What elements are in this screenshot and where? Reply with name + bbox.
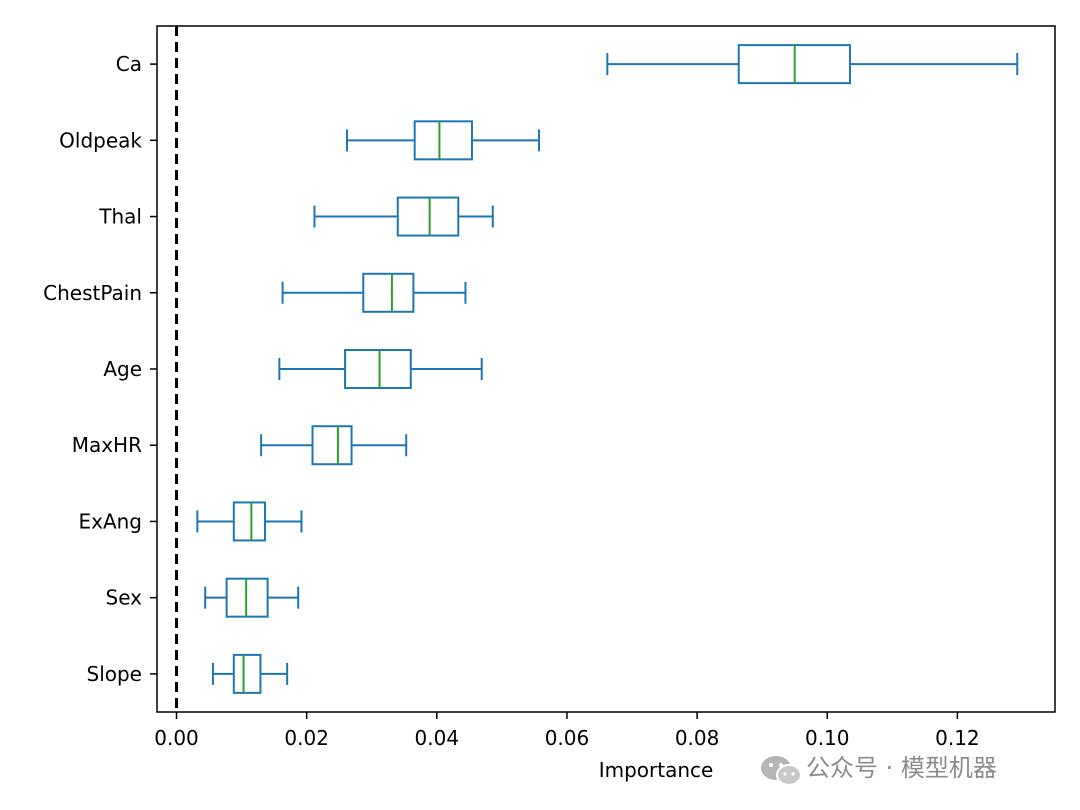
watermark: 公众号 · 模型机器 bbox=[761, 754, 997, 786]
box-sex: Sex bbox=[106, 577, 300, 618]
x-tick-label: 0.08 bbox=[675, 726, 720, 750]
x-tick-label: 0.10 bbox=[805, 726, 850, 750]
y-tick-label: Age bbox=[103, 357, 142, 381]
iqr-box bbox=[396, 196, 460, 237]
box-ca: Ca bbox=[116, 44, 1019, 85]
x-tick-label: 0.04 bbox=[415, 726, 460, 750]
wechat-icon bbox=[761, 756, 802, 786]
iqr-box bbox=[413, 120, 473, 161]
y-tick-label: Sex bbox=[106, 586, 143, 610]
y-tick-label: Oldpeak bbox=[59, 128, 142, 152]
y-tick-label: ExAng bbox=[78, 509, 142, 533]
box-slope: Slope bbox=[87, 653, 289, 694]
box-age: Age bbox=[103, 349, 483, 389]
box-oldpeak: Oldpeak bbox=[59, 120, 540, 161]
box-maxhr: MaxHR bbox=[72, 425, 408, 466]
box-thal: Thal bbox=[98, 196, 494, 237]
x-tick-label: 0.06 bbox=[545, 726, 590, 750]
y-tick-label: Ca bbox=[116, 52, 142, 76]
plot-frame bbox=[156, 25, 1056, 713]
x-axis-title: Importance bbox=[599, 758, 714, 782]
watermark-text: 公众号 · 模型机器 bbox=[806, 754, 997, 782]
x-tick-label: 0.02 bbox=[284, 726, 329, 750]
y-tick-label: MaxHR bbox=[72, 433, 142, 457]
iqr-box bbox=[232, 501, 267, 542]
y-tick-label: ChestPain bbox=[43, 281, 142, 305]
box-exang: ExAng bbox=[78, 501, 303, 542]
x-tick-label: 0.00 bbox=[154, 726, 199, 750]
iqr-box bbox=[232, 653, 262, 694]
iqr-box bbox=[311, 425, 353, 466]
box-chestpain: ChestPain bbox=[43, 272, 467, 313]
x-tick-label: 0.12 bbox=[935, 726, 980, 750]
iqr-box bbox=[344, 349, 412, 389]
y-tick-label: Thal bbox=[98, 205, 142, 229]
y-tick-label: Slope bbox=[87, 662, 143, 686]
iqr-box bbox=[362, 272, 415, 313]
